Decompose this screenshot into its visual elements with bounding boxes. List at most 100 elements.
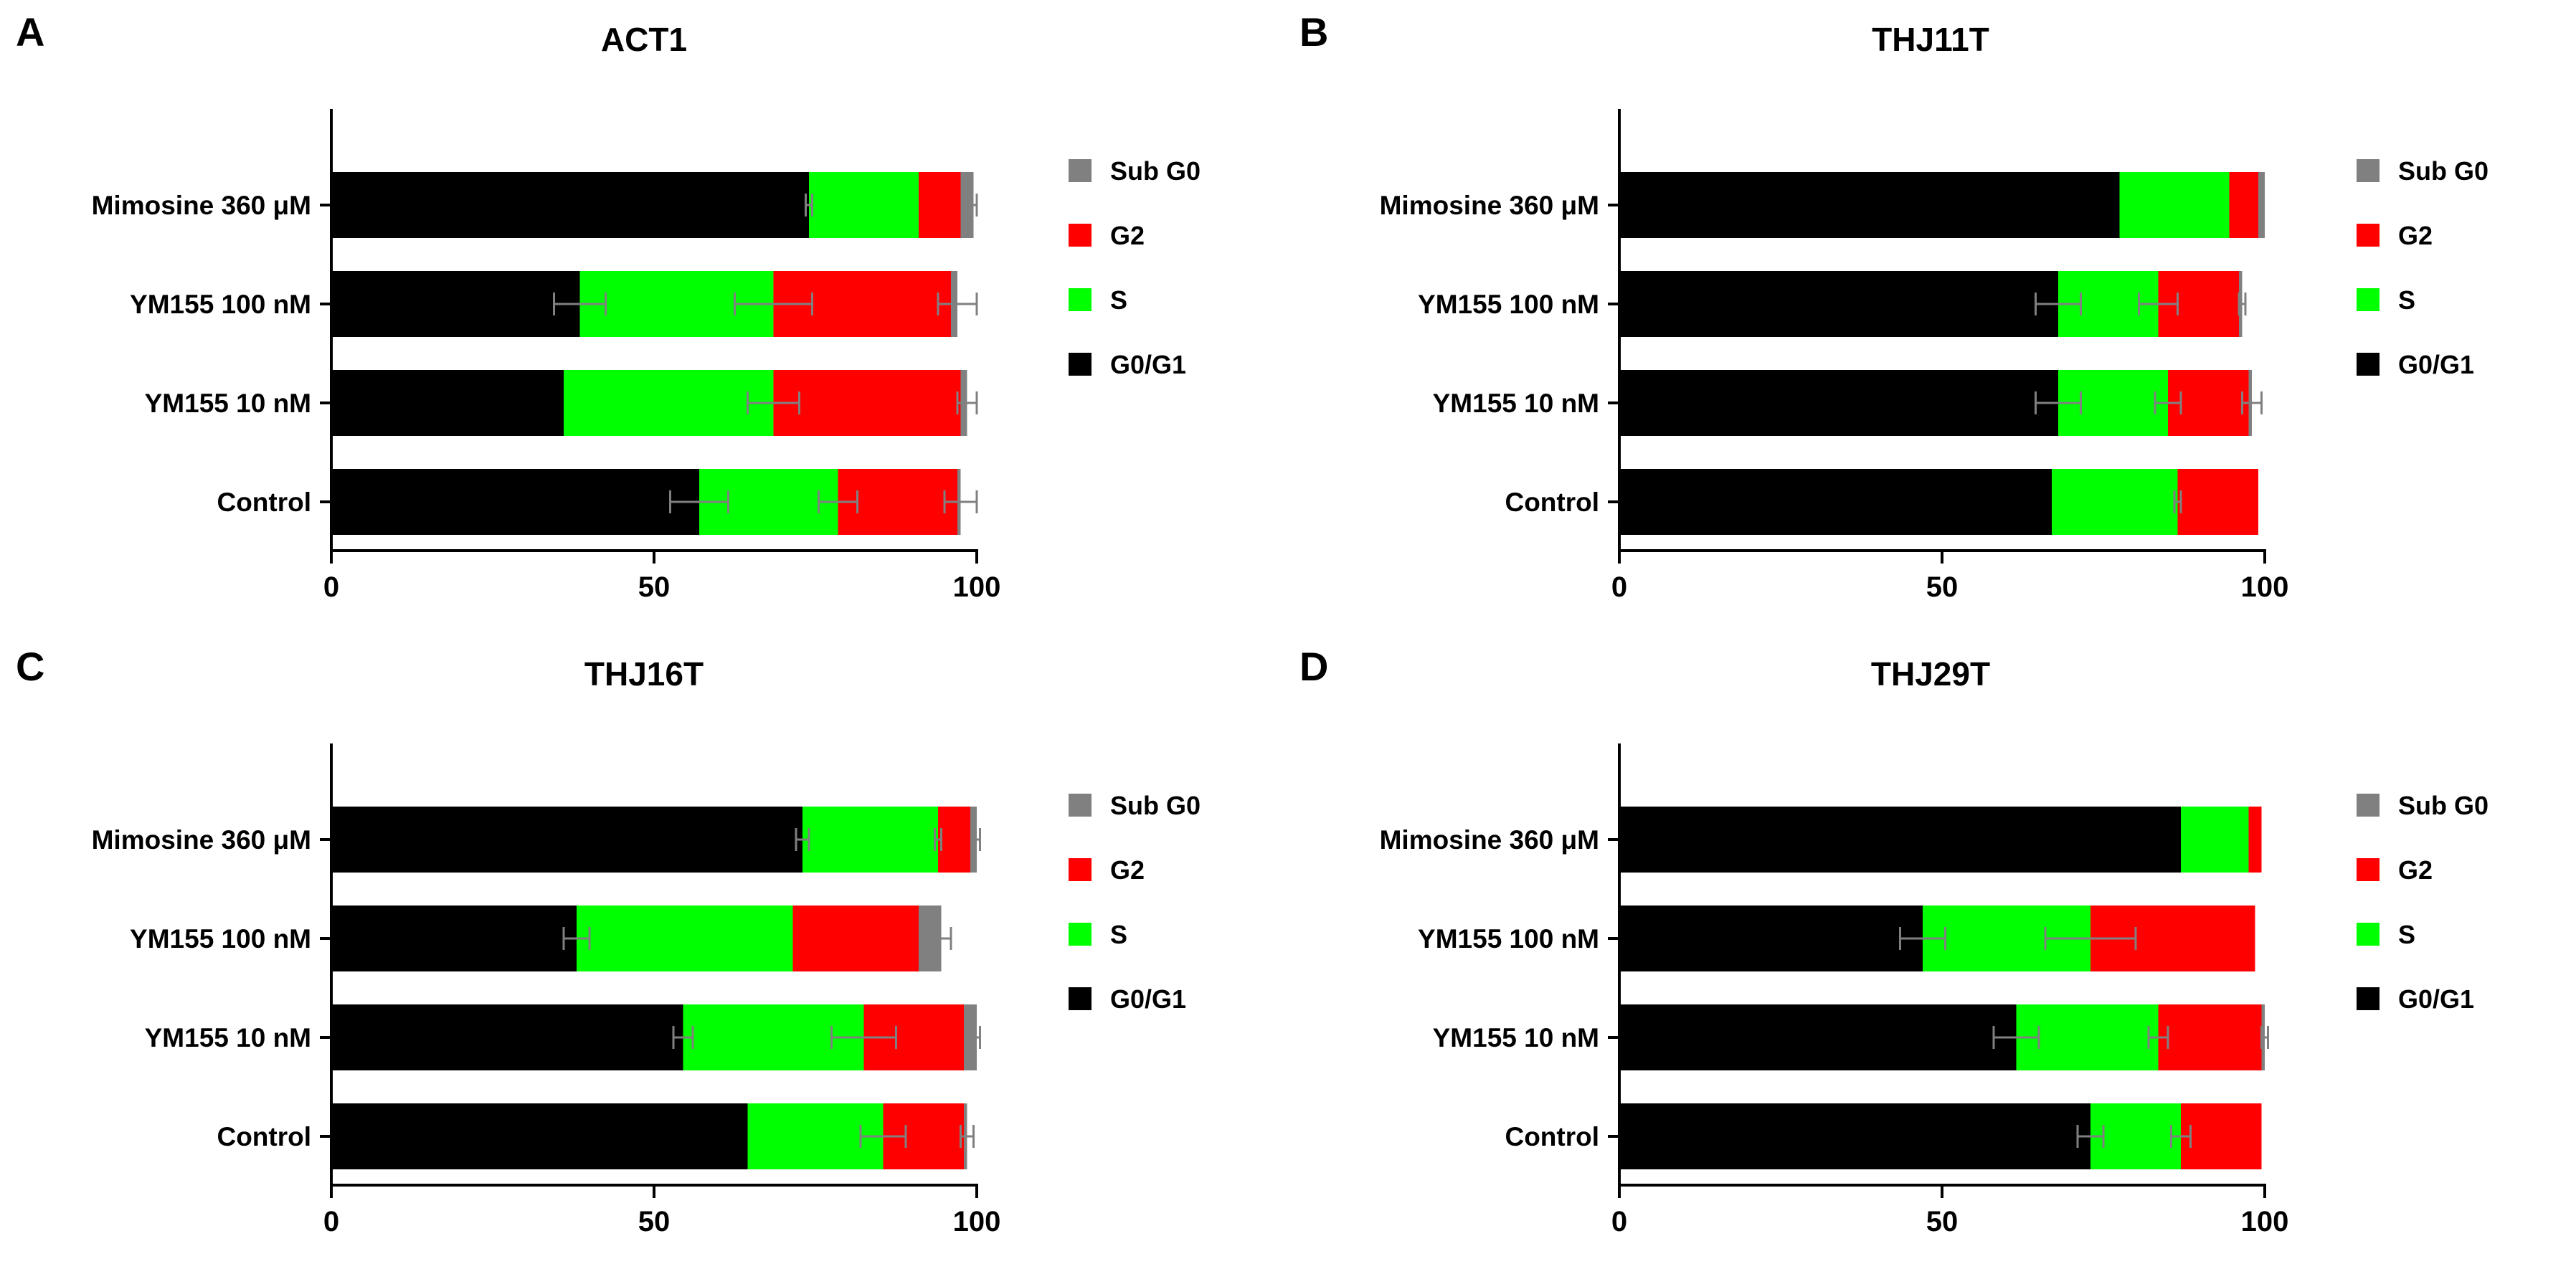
x-tick-label: 0 — [323, 571, 339, 603]
error-bar-g0-g1-ym155-100-nm — [562, 927, 591, 950]
legend-label-s: S — [1110, 920, 1127, 949]
bar-g2-ym155-100-nm — [792, 906, 919, 971]
bar-s-mimosine-360-m — [2181, 807, 2249, 873]
bar-g0-g1-ym155-100-nm — [1619, 271, 2058, 337]
legend-swatch-g2 — [1069, 858, 1092, 881]
legend-label-g2: G2 — [1110, 855, 1145, 885]
error-bar-g0-g1-ym155-10-nm — [2035, 391, 2082, 414]
bar-g0-g1-mimosine-360-m — [1619, 172, 2120, 238]
legend-label-g2: G2 — [1110, 221, 1145, 250]
error-bar-g0-g1-ym155-100-nm — [2035, 293, 2082, 315]
x-tick-label: 50 — [1926, 571, 1959, 603]
legend-swatch-g0-g1 — [1069, 987, 1092, 1010]
bar-g0-g1-mimosine-360-m — [331, 172, 809, 238]
bar-g0-g1-control — [331, 1103, 748, 1169]
legend-swatch-g2 — [2357, 224, 2380, 247]
error-bar-sub-g0-control — [960, 1125, 975, 1148]
chart-title: THJ29T — [1870, 655, 1991, 693]
legend-label-s: S — [1110, 285, 1127, 315]
panel-letter: D — [1299, 644, 1329, 689]
legend-swatch-g2 — [2357, 858, 2380, 881]
legend-label-g0-g1: G0/G1 — [1110, 984, 1186, 1014]
bar-g0-g1-control — [1619, 1103, 2090, 1169]
bar-group-ym155-10-nm — [1619, 370, 2252, 436]
bar-sub-g0-ym155-10-nm — [964, 1004, 977, 1070]
legend-label-sub-g0: Sub G0 — [1110, 791, 1201, 820]
error-bar-s-control — [818, 490, 858, 513]
bar-g0-g1-ym155-100-nm — [331, 271, 580, 337]
legend-swatch-sub-g0 — [1069, 794, 1092, 817]
error-bar-sub-g0-ym155-100-nm — [930, 927, 952, 950]
y-tick-label: YM155 10 nM — [1433, 389, 1599, 418]
error-bar-s-mimosine-360-m — [934, 828, 942, 851]
bar-group-ym155-100-nm — [331, 906, 942, 971]
x-tick-label: 100 — [2241, 1206, 2289, 1237]
error-bar-sub-g0-ym155-10-nm — [2260, 1026, 2269, 1049]
legend-swatch-g0-g1 — [2357, 987, 2380, 1010]
y-tick-label: Mimosine 360 μM — [1380, 825, 1599, 855]
x-tick-label: 50 — [1926, 1206, 1959, 1237]
y-tick-label: Mimosine 360 μM — [92, 191, 311, 220]
bar-g0-g1-mimosine-360-m — [1619, 807, 2181, 873]
error-bar-sub-g0-ym155-100-nm — [2238, 293, 2247, 315]
y-tick-label: Mimosine 360 μM — [1380, 191, 1599, 220]
bar-s-ym155-10-nm — [564, 370, 774, 436]
error-bar-g0-g1-control — [2076, 1125, 2105, 1148]
x-tick-label: 0 — [323, 1206, 339, 1237]
bar-g0-g1-ym155-100-nm — [1619, 906, 1923, 971]
legend-label-g0-g1: G0/G1 — [2398, 350, 2474, 379]
bar-group-control — [1619, 1103, 2262, 1169]
bar-g2-mimosine-360-m — [919, 172, 961, 238]
bar-g2-mimosine-360-m — [2248, 807, 2262, 873]
legend-label-g2: G2 — [2398, 855, 2433, 885]
y-tick-label: YM155 100 nM — [1418, 924, 1599, 954]
bar-group-control — [331, 1103, 967, 1169]
y-tick-label: Control — [1505, 488, 1599, 517]
y-tick-label: YM155 100 nM — [1418, 290, 1599, 319]
bar-g2-control — [2181, 1103, 2262, 1169]
x-tick-label: 100 — [2241, 571, 2289, 603]
stacked-bar-chart: Mimosine 360 μM YM155 100 nM YM155 10 nM Co… — [92, 109, 1201, 603]
legend-swatch-g0-g1 — [1069, 353, 1092, 376]
stacked-bar-chart: Mimosine 360 μM YM155 100 nM YM155 10 nM Co… — [92, 743, 1201, 1237]
bar-group-control — [1619, 469, 2258, 535]
legend-label-g0-g1: G0/G1 — [1110, 350, 1186, 379]
y-tick-label: Control — [217, 488, 311, 517]
error-bar-s-ym155-10-nm — [830, 1026, 897, 1049]
error-bar-s-control — [2173, 490, 2182, 513]
legend-swatch-s — [2357, 923, 2380, 946]
x-tick-label: 100 — [953, 571, 1001, 603]
legend-label-s: S — [2398, 285, 2415, 315]
error-bar-g0-g1-ym155-100-nm — [553, 293, 607, 315]
bar-group-mimosine-360-m — [1619, 172, 2265, 238]
x-tick-label: 50 — [638, 571, 671, 603]
legend-swatch-sub-g0 — [1069, 159, 1092, 182]
stacked-bar-chart: Mimosine 360 μM YM155 100 nM YM155 10 nM Co… — [1380, 109, 2489, 603]
bar-group-ym155-10-nm — [331, 370, 967, 436]
error-bar-sub-g0-mimosine-360-m — [969, 194, 978, 217]
error-bar-g0-g1-ym155-10-nm — [1992, 1026, 2040, 1049]
error-bar-g0-g1-ym155-100-nm — [1899, 927, 1946, 950]
error-bar-s-ym155-100-nm — [734, 293, 813, 315]
chart-title: ACT1 — [600, 21, 688, 58]
y-tick-label: Control — [217, 1122, 311, 1151]
legend-swatch-g0-g1 — [2357, 353, 2380, 376]
legend-swatch-sub-g0 — [2357, 794, 2380, 817]
error-bar-g0-g1-mimosine-360-m — [795, 828, 810, 851]
bar-g2-mimosine-360-m — [938, 807, 970, 873]
stacked-bar-chart: Mimosine 360 μM YM155 100 nM YM155 10 nM Co… — [1380, 743, 2489, 1237]
panel-a: A ACT1 Mimosine 360 μM YM155 100 nM YM155 … — [0, 0, 1288, 634]
bar-g2-control — [2177, 469, 2258, 535]
error-bar-s-ym155-10-nm — [747, 391, 800, 414]
legend-label-g2: G2 — [2398, 221, 2433, 250]
panel-d: D THJ29T Mimosine 360 μM YM155 100 nM YM15… — [1288, 634, 2576, 1269]
error-bar-s-ym155-10-nm — [2154, 391, 2182, 414]
y-tick-label: YM155 10 nM — [145, 1023, 311, 1052]
error-bar-g0-g1-ym155-10-nm — [672, 1026, 694, 1049]
bar-g2-ym155-10-nm — [773, 370, 961, 436]
panel-letter: A — [16, 9, 45, 54]
y-tick-label: Control — [1505, 1122, 1599, 1151]
bar-sub-g0-mimosine-360-m — [2258, 172, 2265, 238]
bar-g0-g1-ym155-100-nm — [331, 906, 577, 971]
error-bar-s-ym155-10-nm — [2147, 1026, 2169, 1049]
